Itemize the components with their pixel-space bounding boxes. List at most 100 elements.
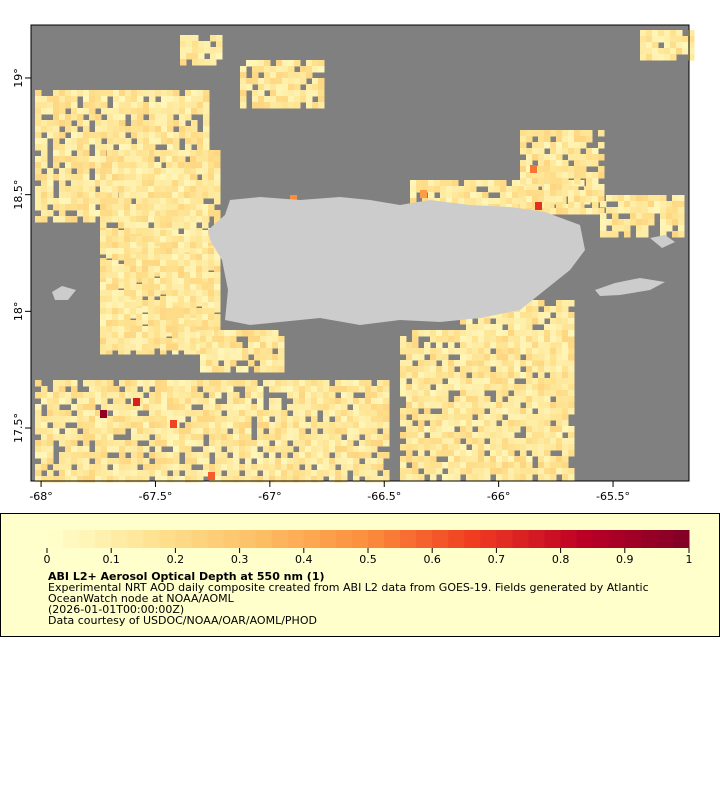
aod-cell (71, 458, 78, 465)
aod-cell (472, 336, 479, 343)
aod-cell (400, 444, 407, 451)
aod-cell (178, 186, 185, 193)
aod-cell (562, 456, 569, 463)
aod-cell (107, 470, 114, 477)
aod-cell (266, 342, 273, 349)
aod-cell (520, 130, 527, 137)
aod-cell (106, 302, 113, 309)
aod-cell (149, 440, 156, 447)
aod-cell (466, 336, 473, 343)
aod-cell (556, 366, 563, 373)
aod-cell (258, 96, 265, 103)
aod-cell (442, 366, 449, 373)
aod-cell (353, 386, 360, 393)
aod-cell (197, 428, 204, 435)
aod-cell (179, 386, 186, 393)
aod-cell (137, 404, 144, 411)
aod-cell (166, 150, 173, 157)
aod-cell (227, 464, 234, 471)
aod-cell (149, 392, 156, 399)
aod-cell (154, 270, 161, 277)
aod-cell (83, 150, 90, 157)
aod-cell (47, 404, 54, 411)
aod-cell (311, 470, 318, 477)
aod-cell (35, 156, 42, 163)
aod-cell (600, 231, 607, 238)
aod-cell (412, 342, 419, 349)
aod-cell (107, 90, 114, 97)
aod-cell (254, 336, 261, 343)
aod-cell (530, 165, 537, 173)
aod-cell (71, 216, 78, 223)
aod-cell (191, 398, 198, 405)
aod-cell (154, 314, 161, 321)
aod-cell (160, 222, 167, 229)
aod-cell (77, 138, 84, 145)
aod-cell (359, 464, 366, 471)
aod-cell (130, 338, 137, 345)
aod-cell (167, 416, 174, 423)
aod-cell (544, 366, 551, 373)
aod-cell (478, 342, 485, 349)
aod-cell (538, 166, 545, 173)
aod-cell (47, 180, 54, 187)
aod-cell (143, 120, 150, 127)
aod-cell (203, 410, 210, 417)
aod-cell (185, 132, 192, 139)
aod-cell (47, 186, 54, 193)
aod-cell (264, 102, 271, 109)
aod-cell (520, 360, 527, 367)
aod-cell (197, 90, 204, 97)
aod-cell (41, 440, 48, 447)
aod-cell (142, 156, 149, 163)
aod-cell (106, 186, 113, 193)
aod-cell (317, 458, 324, 465)
aod-cell (418, 444, 425, 451)
aod-cell (101, 464, 108, 471)
aod-cell (101, 452, 108, 459)
aod-cell (200, 330, 207, 337)
aod-cell (208, 472, 215, 480)
aod-cell (160, 150, 167, 157)
aod-cell (77, 90, 84, 97)
aod-cell (149, 398, 156, 405)
aod-cell (196, 236, 203, 243)
aod-cell (136, 284, 143, 291)
aod-cell (137, 120, 144, 127)
aod-cell (154, 186, 161, 193)
aod-cell (136, 260, 143, 267)
aod-cell (148, 348, 155, 355)
aod-cell (264, 72, 271, 79)
aod-cell (442, 420, 449, 427)
aod-cell (149, 90, 156, 97)
aod-cell (100, 338, 107, 345)
aod-cell (202, 222, 209, 229)
aod-cell (113, 392, 120, 399)
aod-cell (568, 348, 575, 355)
aod-cell (556, 384, 563, 391)
aod-cell (143, 458, 150, 465)
aod-cell (312, 84, 319, 91)
aod-cell (191, 440, 198, 447)
aod-cell (412, 426, 419, 433)
aod-cell (173, 404, 180, 411)
aod-cell (305, 404, 312, 411)
aod-cell (412, 414, 419, 421)
aod-cell (514, 426, 521, 433)
aod-cell (185, 96, 192, 103)
aod-cell (311, 428, 318, 435)
aod-cell (118, 230, 125, 237)
aod-cell (562, 306, 569, 313)
aod-cell (143, 446, 150, 453)
aod-cell (131, 464, 138, 471)
aod-cell (100, 248, 107, 255)
y-tick-label: 18.5° (12, 180, 25, 210)
aod-cell (550, 154, 557, 161)
aod-cell (347, 440, 354, 447)
aod-cell (275, 380, 282, 387)
aod-cell (418, 450, 425, 457)
aod-cell (318, 78, 325, 85)
aod-cell (136, 272, 143, 279)
aod-cell (258, 66, 265, 73)
aod-cell (281, 464, 288, 471)
